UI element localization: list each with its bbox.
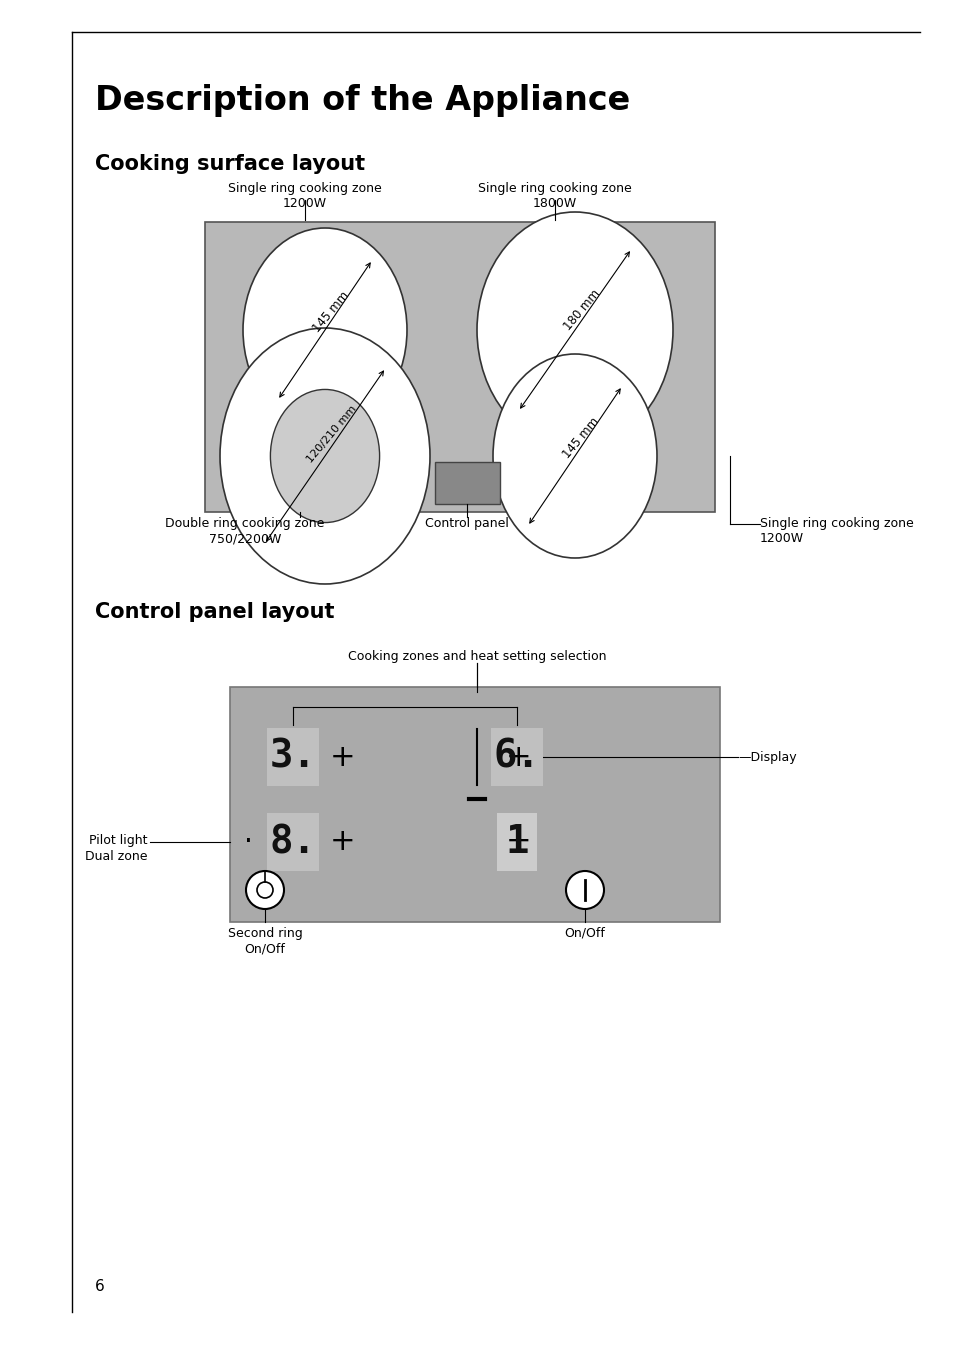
Ellipse shape	[243, 228, 407, 433]
Bar	[491, 727, 542, 786]
Text: 180 mm: 180 mm	[560, 287, 602, 333]
Text: Control panel layout: Control panel layout	[95, 602, 335, 622]
Text: 3.: 3.	[270, 738, 316, 776]
Text: Description of the Appliance: Description of the Appliance	[95, 84, 630, 118]
Circle shape	[246, 871, 284, 909]
Text: Pilot light: Pilot light	[90, 834, 148, 846]
Text: On/Off: On/Off	[244, 942, 285, 955]
Circle shape	[565, 871, 603, 909]
Ellipse shape	[493, 354, 657, 558]
Text: On/Off: On/Off	[564, 927, 605, 940]
Text: Single ring cooking zone: Single ring cooking zone	[760, 516, 913, 530]
Bar	[205, 222, 714, 512]
Text: 120/210 mm: 120/210 mm	[305, 403, 358, 465]
Text: 1800W: 1800W	[533, 197, 577, 210]
Ellipse shape	[270, 389, 379, 523]
Text: 1200W: 1200W	[283, 197, 327, 210]
Text: 6: 6	[95, 1279, 105, 1294]
Text: Cooking surface layout: Cooking surface layout	[95, 154, 365, 174]
Text: 1200W: 1200W	[760, 531, 803, 545]
Text: +: +	[506, 827, 531, 857]
Text: Double ring cooking zone: Double ring cooking zone	[165, 516, 324, 530]
Text: Single ring cooking zone: Single ring cooking zone	[477, 183, 631, 195]
Text: Second ring: Second ring	[228, 927, 302, 940]
Text: ·: ·	[243, 827, 253, 856]
Text: 145 mm: 145 mm	[559, 415, 600, 461]
Text: 145 mm: 145 mm	[310, 289, 351, 335]
Text: 1: 1	[505, 823, 528, 861]
Ellipse shape	[220, 329, 430, 584]
Text: Dual zone: Dual zone	[86, 850, 148, 863]
Text: +: +	[330, 827, 355, 857]
Text: —Display: —Display	[738, 750, 796, 764]
Text: 750/2200W: 750/2200W	[209, 531, 281, 545]
Ellipse shape	[476, 212, 672, 448]
Text: Control panel: Control panel	[425, 516, 508, 530]
Bar	[230, 687, 720, 922]
Text: 6.: 6.	[493, 738, 539, 776]
Text: Single ring cooking zone: Single ring cooking zone	[228, 183, 381, 195]
Bar	[267, 813, 318, 871]
Text: +: +	[506, 742, 531, 772]
Text: +: +	[330, 742, 355, 772]
Text: Cooking zones and heat setting selection: Cooking zones and heat setting selection	[348, 650, 605, 662]
Bar	[435, 462, 499, 504]
Text: 8.: 8.	[270, 823, 316, 861]
Bar	[497, 813, 537, 871]
Bar	[267, 727, 318, 786]
